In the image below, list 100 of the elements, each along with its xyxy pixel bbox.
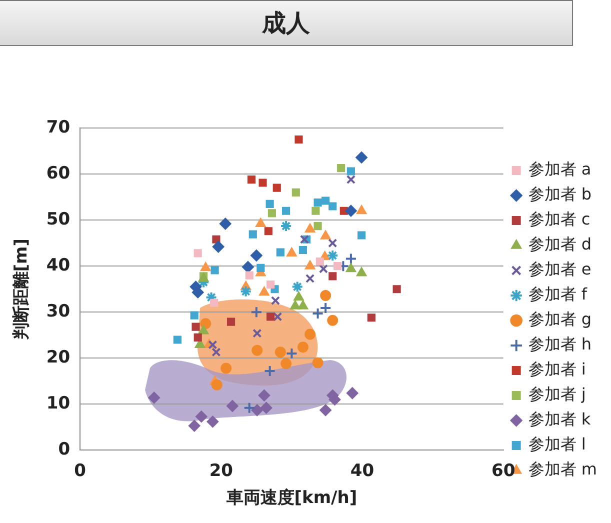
point [212, 240, 224, 253]
point [211, 379, 222, 390]
point [314, 222, 322, 230]
legend-label: 参加者 m [528, 460, 597, 479]
point [250, 250, 262, 262]
point [318, 264, 328, 274]
y-tick-label: 0 [58, 440, 70, 460]
point [357, 231, 366, 240]
point [312, 307, 324, 320]
point [266, 280, 275, 289]
point [268, 209, 276, 218]
point [148, 392, 160, 404]
point [304, 223, 316, 233]
point [327, 314, 338, 326]
point [320, 404, 332, 416]
point [392, 285, 401, 294]
point [220, 362, 232, 374]
point [210, 266, 219, 274]
point [328, 272, 337, 280]
point [316, 257, 324, 266]
point [291, 280, 304, 293]
point [356, 204, 367, 214]
point [272, 184, 281, 192]
point [273, 312, 282, 322]
x-tick-label: 40 [350, 460, 374, 481]
point [190, 311, 198, 320]
point [250, 306, 262, 318]
point [266, 200, 274, 208]
point [346, 262, 356, 272]
point [194, 333, 202, 342]
point [320, 230, 331, 240]
x-tick-label: 20 [209, 460, 234, 481]
point [173, 336, 182, 344]
point [312, 357, 324, 368]
point [344, 252, 357, 265]
point [258, 286, 270, 296]
point [314, 198, 322, 207]
point [200, 262, 211, 272]
point [356, 151, 368, 164]
point [252, 344, 263, 356]
point [322, 196, 330, 205]
point [328, 202, 337, 210]
point [270, 296, 280, 306]
point [256, 264, 265, 272]
point [326, 250, 339, 262]
point [298, 300, 308, 310]
point [245, 271, 254, 280]
point [195, 410, 208, 423]
point [306, 274, 315, 284]
x-tick-label: 60 [491, 460, 516, 481]
point [282, 206, 290, 215]
y-tick-label: 50 [46, 209, 70, 230]
point [266, 312, 275, 321]
point [276, 248, 284, 256]
legend-label: 参加者 e [528, 260, 592, 279]
point [356, 266, 367, 276]
point [344, 204, 357, 217]
y-tick-label: 20 [46, 348, 70, 368]
legend-label: 参加者 f [528, 284, 588, 304]
point [346, 175, 356, 184]
point [286, 348, 298, 360]
point [346, 387, 358, 400]
point [337, 164, 346, 172]
y-tick-label: 40 [46, 256, 70, 276]
point [320, 302, 332, 314]
point [298, 246, 308, 254]
point [258, 389, 270, 402]
point [248, 230, 257, 238]
point [247, 176, 256, 184]
point [194, 249, 202, 258]
point [226, 318, 236, 326]
point [300, 234, 309, 244]
point [226, 400, 238, 412]
point [200, 318, 212, 330]
point [188, 420, 200, 432]
point [292, 188, 300, 196]
point [206, 416, 219, 428]
legend-label: 参加者 h [528, 334, 592, 354]
point [320, 290, 332, 302]
point [243, 402, 256, 414]
point [205, 291, 218, 304]
point [198, 324, 209, 334]
point [346, 167, 355, 176]
point [328, 238, 338, 248]
point [334, 262, 342, 270]
point [255, 218, 266, 227]
legend-label: 参加者 a [528, 160, 592, 179]
point [280, 220, 292, 232]
point [294, 135, 303, 144]
point [252, 328, 262, 338]
y-tick-label: 30 [46, 302, 70, 322]
point [258, 178, 267, 187]
point [293, 291, 304, 301]
x-axis-title: 車両速度[km/h] [225, 488, 358, 508]
x-tick-label: 0 [74, 460, 86, 481]
y-tick-label: 70 [46, 117, 70, 138]
y-tick-label: 10 [46, 394, 70, 414]
point [260, 402, 272, 414]
point [251, 404, 264, 416]
legend-label: 参加者 b [528, 184, 592, 204]
